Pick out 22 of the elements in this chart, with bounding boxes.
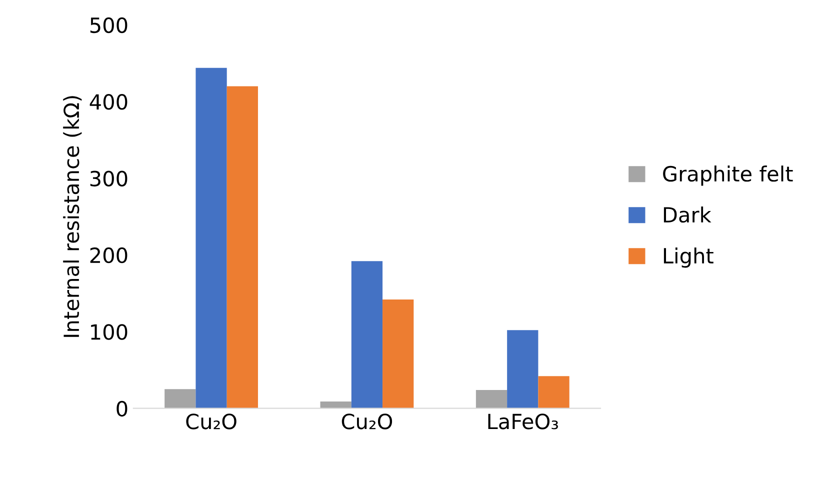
bar: [320, 401, 352, 408]
x-tick-label: Cu₂O: [186, 414, 236, 430]
bar: [476, 390, 508, 408]
legend-label: Dark: [664, 206, 712, 223]
bar: [507, 330, 538, 408]
legend-label: Graphite felt: [663, 166, 793, 186]
bar: [351, 261, 383, 408]
bar: [164, 389, 196, 408]
bar: [382, 299, 414, 408]
x-tick-label: LaFeO₃: [488, 414, 558, 430]
bar: [196, 68, 227, 408]
bar: [538, 376, 570, 408]
legend-label: Light: [664, 248, 714, 268]
y-tick-label: 300: [90, 170, 128, 186]
bar: [226, 86, 258, 408]
y-tick-label: 500: [90, 17, 128, 34]
y-tick-label: 0: [116, 400, 128, 417]
y-tick-label: 400: [90, 94, 128, 110]
y-tick-label: 200: [90, 247, 128, 264]
y-axis-title: Internal resistance (kΩ): [63, 96, 82, 337]
y-tick-label: 100: [91, 324, 128, 340]
x-tick-label: Cu₂O: [342, 414, 392, 430]
